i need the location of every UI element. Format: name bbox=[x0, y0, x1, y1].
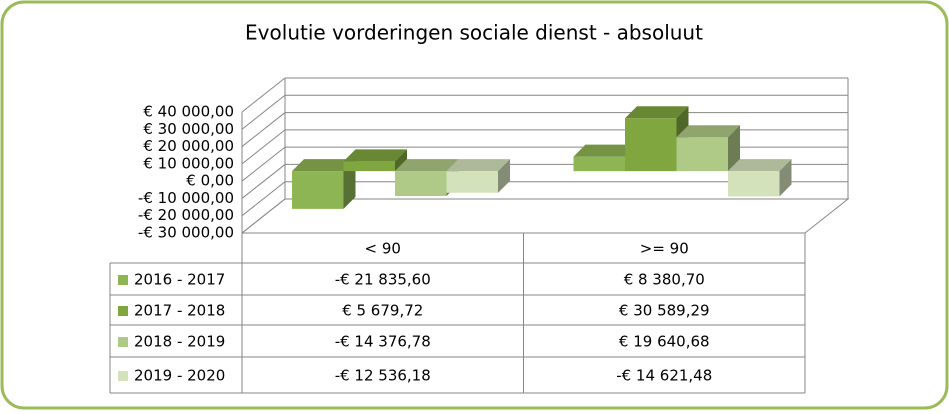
legend-swatch bbox=[118, 275, 128, 285]
bar bbox=[343, 161, 395, 172]
grid-line bbox=[241, 181, 286, 217]
bar bbox=[728, 171, 780, 197]
bar-top bbox=[292, 159, 356, 172]
chart-title: Evolutie vorderingen sociale dienst - ab… bbox=[245, 21, 703, 45]
bar-side bbox=[498, 159, 510, 193]
bar bbox=[292, 171, 344, 209]
bar bbox=[625, 118, 677, 172]
legend-label: 2018 - 2019 bbox=[134, 333, 225, 351]
grid-line bbox=[241, 94, 286, 130]
y-tick-label: € 40 000,00 bbox=[143, 103, 234, 121]
x-tick-label: >= 90 bbox=[640, 240, 689, 258]
bar-top bbox=[625, 106, 689, 119]
y-tick-label: € 20 000,00 bbox=[143, 137, 234, 155]
bar-side bbox=[343, 159, 356, 209]
data-label: -€ 14 376,78 bbox=[335, 333, 431, 351]
y-tick-label: € 0,00 bbox=[186, 172, 234, 190]
bar-top bbox=[343, 149, 407, 162]
bar-top bbox=[395, 159, 459, 172]
grid-line bbox=[241, 129, 286, 165]
y-tick-label: € 30 000,00 bbox=[143, 120, 234, 138]
bar bbox=[573, 156, 625, 172]
legend-label: 2019 - 2020 bbox=[134, 367, 225, 385]
x-tick-label: < 90 bbox=[365, 240, 401, 258]
bar-side bbox=[779, 159, 792, 197]
y-tick-label: -€ 10 000,00 bbox=[138, 189, 234, 207]
bar-top bbox=[573, 144, 637, 157]
bar bbox=[395, 171, 447, 196]
grid-line bbox=[241, 164, 286, 199]
y-tick-label: -€ 20 000,00 bbox=[138, 206, 234, 224]
legend-swatch bbox=[118, 371, 128, 381]
legend-label: 2016 - 2017 bbox=[134, 271, 225, 289]
legend-swatch bbox=[118, 306, 128, 316]
bar-top bbox=[676, 125, 740, 138]
data-label: -€ 12 536,18 bbox=[335, 367, 431, 385]
data-label: € 19 640,68 bbox=[619, 333, 710, 351]
grid-line bbox=[241, 146, 286, 182]
legend-swatch bbox=[118, 337, 128, 347]
grid-line bbox=[241, 112, 286, 147]
bar-top bbox=[728, 159, 792, 172]
bar-top bbox=[446, 159, 510, 172]
grid-line bbox=[241, 77, 286, 113]
bar bbox=[676, 137, 728, 172]
data-label: -€ 21 835,60 bbox=[335, 271, 431, 289]
data-label: € 30 589,29 bbox=[619, 302, 710, 320]
data-label: € 8 380,70 bbox=[624, 271, 705, 289]
data-label: -€ 14 621,48 bbox=[616, 367, 712, 385]
grid-line bbox=[241, 198, 286, 234]
y-tick-label: -€ 30 000,00 bbox=[138, 224, 234, 242]
data-label: € 5 679,72 bbox=[342, 302, 423, 320]
legend-label: 2017 - 2018 bbox=[134, 302, 225, 320]
y-tick-label: € 10 000,00 bbox=[143, 154, 234, 172]
bar bbox=[446, 171, 498, 193]
bar-side bbox=[395, 149, 407, 172]
bar-side bbox=[728, 125, 740, 172]
